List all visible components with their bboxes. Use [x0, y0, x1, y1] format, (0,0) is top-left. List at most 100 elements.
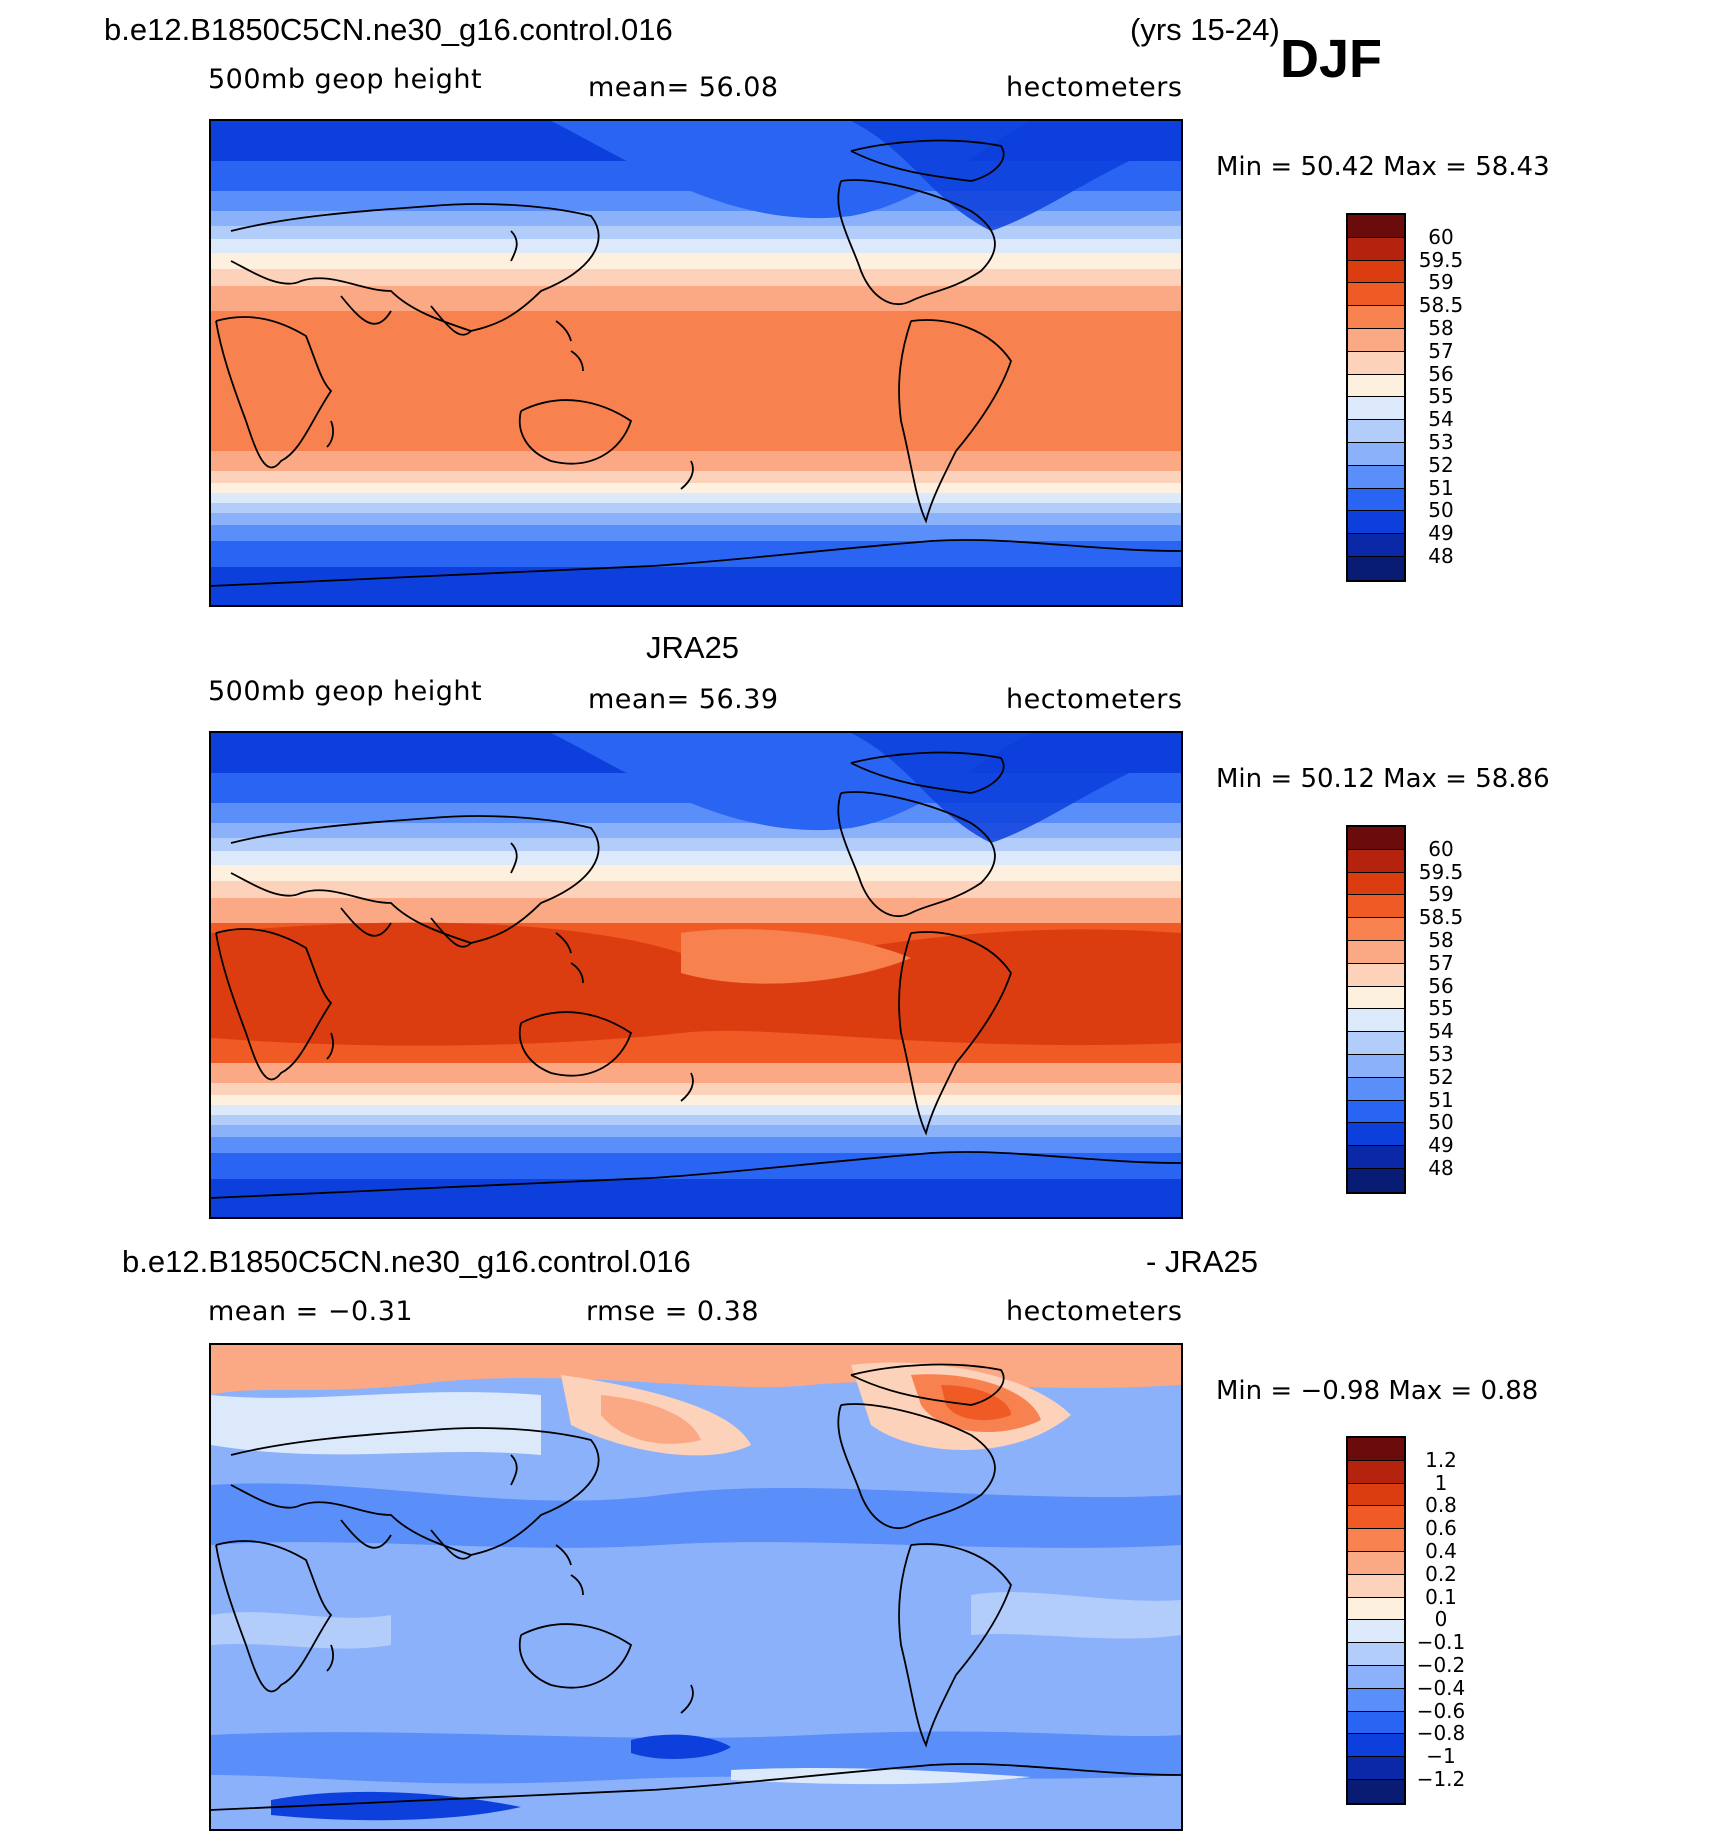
- panel2-units: hectometers: [1006, 684, 1183, 715]
- panel1-variable: 500mb geop height: [208, 64, 483, 95]
- contour-region: [601, 1395, 701, 1444]
- panel1-map: [209, 119, 1183, 607]
- contour-core: [211, 922, 1181, 1046]
- colorbar-box: [1348, 1665, 1404, 1689]
- colorbar-label: −0.1: [1416, 1630, 1466, 1655]
- colorbar-box: [1348, 1757, 1404, 1780]
- colorbar-label: −0.8: [1416, 1721, 1466, 1746]
- colorbar-label: 55: [1428, 384, 1454, 409]
- panel1-colorbar: [1346, 213, 1406, 582]
- contour-trough: [851, 733, 1181, 843]
- colorbar-label: 0.2: [1425, 1561, 1457, 1586]
- colorbar-label: 53: [1428, 430, 1454, 454]
- panel3-minmax: Min = −0.98 Max = 0.88: [1216, 1376, 1539, 1406]
- colorbar-box: [1348, 872, 1404, 896]
- colorbar-label: −1: [1426, 1744, 1456, 1769]
- contour-region: [211, 1483, 1181, 1548]
- colorbar-label: 51: [1428, 1087, 1454, 1112]
- panel2-colorbar: [1346, 825, 1406, 1194]
- panel2-contour-field: [211, 733, 1181, 1217]
- contour-band: [211, 898, 1181, 923]
- colorbar-label: 59: [1428, 270, 1454, 295]
- panel2-mean: mean= 56.39: [588, 684, 779, 715]
- colorbar-box: [1348, 1438, 1404, 1461]
- colorbar-label: 0.6: [1425, 1516, 1457, 1541]
- colorbar-box: [1348, 1100, 1404, 1124]
- colorbar-box: [1348, 1620, 1404, 1644]
- colorbar-box: [1348, 1734, 1404, 1758]
- colorbar-box: [1348, 237, 1404, 261]
- colorbar-label: 57: [1428, 338, 1454, 363]
- panel1-units: hectometers: [1006, 72, 1183, 103]
- panel3-rmse: rmse = 0.38: [586, 1296, 760, 1327]
- colorbar-label: 58: [1428, 928, 1454, 952]
- panel3-mean: mean = −0.31: [208, 1296, 414, 1327]
- colorbar-box: [1348, 397, 1404, 421]
- colorbar-box: [1348, 1779, 1404, 1803]
- colorbar-box: [1348, 442, 1404, 466]
- colorbar-box: [1348, 306, 1404, 329]
- panel3-map: [209, 1343, 1183, 1831]
- colorbar-label: 0.8: [1425, 1493, 1457, 1518]
- colorbar-box: [1348, 283, 1404, 307]
- colorbar-box: [1348, 488, 1404, 512]
- panel2-title: JRA25: [646, 630, 740, 665]
- contour-band: [211, 525, 1181, 541]
- colorbar-box: [1348, 986, 1404, 1010]
- colorbar-box: [1348, 374, 1404, 398]
- colorbar-label: 56: [1428, 361, 1454, 386]
- colorbar-box: [1348, 511, 1404, 535]
- panel3-contour-field: [211, 1345, 1181, 1829]
- colorbar-box: [1348, 215, 1404, 238]
- contour-region: [941, 1385, 1011, 1421]
- colorbar-box: [1348, 1054, 1404, 1078]
- colorbar-box: [1348, 963, 1404, 987]
- colorbar-label: 0: [1434, 1607, 1448, 1632]
- colorbar-label: 48: [1428, 1156, 1454, 1180]
- contour-band: [211, 1125, 1181, 1137]
- colorbar-box: [1348, 1574, 1404, 1598]
- panel1-minmax: Min = 50.42 Max = 58.43: [1216, 152, 1550, 182]
- colorbar-box: [1348, 1460, 1404, 1484]
- colorbar-box: [1348, 1123, 1404, 1147]
- colorbar-label: 52: [1428, 452, 1454, 477]
- colorbar-label: 58.5: [1418, 293, 1464, 318]
- contour-band: [211, 1083, 1181, 1095]
- contour-band: [211, 239, 1181, 253]
- contour-band: [211, 865, 1181, 881]
- colorbar-box: [1348, 534, 1404, 557]
- colorbar-box: [1348, 351, 1404, 375]
- colorbar-box: [1348, 1711, 1404, 1735]
- colorbar-label: 50: [1428, 1110, 1454, 1135]
- contour-band: [211, 503, 1181, 513]
- colorbar-box: [1348, 1077, 1404, 1101]
- colorbar-box: [1348, 465, 1404, 489]
- contour-band: [211, 471, 1181, 483]
- contour-region: [631, 1734, 731, 1759]
- contour-band: [211, 851, 1181, 865]
- panel3-title-right: - JRA25: [1146, 1244, 1258, 1279]
- contour-region: [971, 1592, 1181, 1639]
- colorbar-box: [1348, 1688, 1404, 1712]
- colorbar-box: [1348, 556, 1404, 580]
- panel3-units: hectometers: [1006, 1296, 1183, 1327]
- contour-band: [211, 803, 1181, 823]
- colorbar-label: 60: [1428, 836, 1454, 861]
- colorbar-box: [1348, 1146, 1404, 1169]
- colorbar-box: [1348, 1551, 1404, 1575]
- colorbar-label: 50: [1428, 498, 1454, 523]
- colorbar-label: −1.2: [1416, 1767, 1466, 1791]
- colorbar-label: 59.5: [1418, 859, 1464, 884]
- colorbar-box: [1348, 827, 1404, 850]
- panel2-variable: 500mb geop height: [208, 676, 483, 707]
- contour-band: [211, 1105, 1181, 1115]
- colorbar-label: 54: [1428, 1019, 1454, 1044]
- coastlines: [211, 139, 1181, 587]
- coastlines: [211, 751, 1181, 1199]
- panel1-mean: mean= 56.08: [588, 72, 779, 103]
- panel3-colorbar: [1346, 1436, 1406, 1805]
- contour-band: [211, 226, 1181, 239]
- panel1-contour-field: [211, 121, 1181, 605]
- colorbar-label: 1.2: [1425, 1447, 1457, 1472]
- contour-band: [211, 1095, 1181, 1105]
